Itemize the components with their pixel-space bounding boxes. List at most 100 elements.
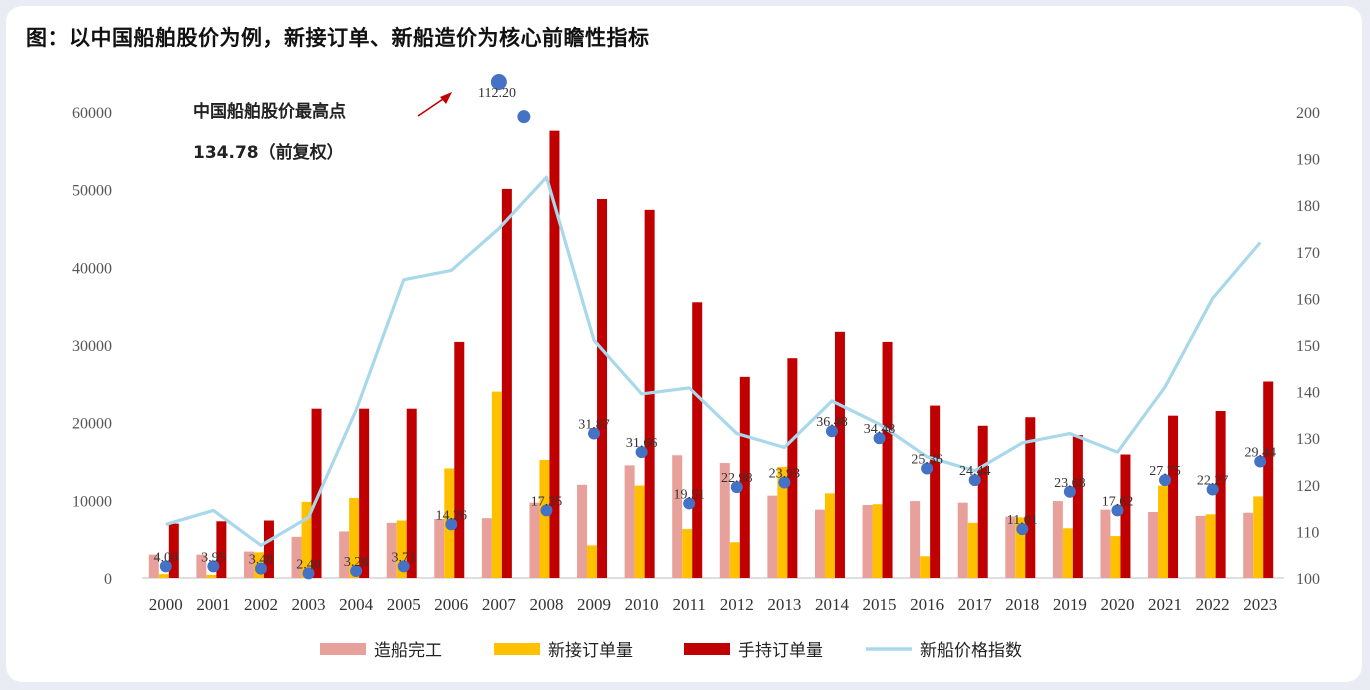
- right-tick-label: 200: [1296, 105, 1320, 122]
- x-tick-label: 2021: [1148, 595, 1182, 614]
- price-dot-label: 3.48: [249, 553, 274, 568]
- bar-new-orders: [301, 501, 312, 578]
- peak-annotation: 中国船舶股价最高点 134.78（前复权） 112.20: [193, 86, 516, 163]
- bar-orderbook: [977, 425, 988, 578]
- bar-new-orders: [206, 574, 217, 578]
- x-tick-label: 2006: [434, 595, 468, 614]
- price-dot: [1206, 483, 1219, 496]
- bar-completed: [434, 518, 445, 578]
- x-tick-label: 2018: [1005, 595, 1039, 614]
- price-dot: [159, 560, 172, 573]
- bar-completed: [1195, 515, 1206, 578]
- bar-new-orders: [1205, 514, 1216, 578]
- chart-title: 图：以中国船舶股价为例，新接订单、新船造价为核心前瞻性指标: [26, 26, 650, 50]
- price-dot-label: 3.71: [391, 550, 416, 565]
- bar-new-orders: [967, 522, 978, 578]
- bar-orderbook: [692, 302, 703, 578]
- bar-new-orders: [539, 459, 550, 578]
- bar-new-orders: [349, 498, 360, 578]
- bar-orderbook: [168, 523, 179, 578]
- bar-orderbook: [597, 198, 608, 578]
- price-dot: [1159, 474, 1172, 487]
- x-tick-label: 2001: [196, 595, 230, 614]
- bar-new-orders: [824, 493, 835, 578]
- price-dot-label: 23.68: [1054, 476, 1086, 491]
- bar-orderbook: [216, 521, 227, 578]
- bar-orderbook: [501, 188, 512, 578]
- bar-completed: [577, 484, 588, 578]
- x-tick-label: 2011: [673, 595, 706, 614]
- right-tick-label: 160: [1296, 291, 1320, 308]
- x-tick-label: 2004: [339, 595, 374, 614]
- x-tick-label: 2002: [244, 595, 278, 614]
- bar-completed: [1005, 516, 1016, 578]
- right-tick-label: 130: [1296, 431, 1320, 448]
- left-tick-label: 60000: [72, 105, 112, 122]
- bar-orderbook: [311, 408, 322, 578]
- bar-completed: [386, 522, 397, 578]
- left-tick-label: 20000: [72, 416, 112, 433]
- price-dot-label: 4.00: [154, 550, 179, 565]
- price-dot-label: 17.62: [1102, 494, 1134, 509]
- x-tick-label: 2010: [625, 595, 659, 614]
- price-dot: [778, 476, 791, 489]
- bar-new-orders: [777, 466, 788, 578]
- price-dot-label: 34.48: [864, 422, 896, 437]
- bar-completed: [862, 504, 873, 578]
- bar-completed: [719, 463, 730, 578]
- right-tick-label: 110: [1296, 524, 1319, 541]
- price-dot: [1063, 485, 1076, 498]
- bar-series: [148, 130, 1274, 579]
- price-dot: [588, 427, 601, 440]
- price-dot: [873, 432, 886, 445]
- legend-label: 新接订单量: [548, 641, 633, 661]
- bar-completed: [1148, 511, 1159, 578]
- left-axis: 0 10000 20000 30000 40000 50000 60000: [72, 105, 112, 588]
- price-dot-label: 3.28: [344, 555, 369, 570]
- price-dot-label: 14.26: [436, 508, 468, 523]
- price-dot: [540, 504, 553, 517]
- price-dot-label: 22.27: [1197, 473, 1229, 488]
- x-tick-label: 2005: [387, 595, 421, 614]
- bar-new-orders: [587, 545, 598, 578]
- price-dot-label: 27.75: [1149, 464, 1181, 479]
- legend-swatch: [494, 643, 540, 655]
- x-tick-label: 2015: [863, 595, 897, 614]
- line-series: [165, 175, 1262, 547]
- bar-orderbook: [549, 130, 560, 578]
- bar-completed: [814, 509, 825, 578]
- bar-completed: [957, 502, 968, 578]
- price-dot: [207, 560, 220, 573]
- price-dot: [683, 497, 696, 510]
- price-dot-label: 2.40: [296, 557, 321, 572]
- legend-swatch: [684, 643, 730, 655]
- left-tick-label: 10000: [72, 493, 112, 510]
- right-tick-label: 120: [1296, 478, 1320, 495]
- right-tick-label: 140: [1296, 385, 1320, 402]
- bar-orderbook: [834, 331, 845, 578]
- bar-orderbook: [930, 405, 941, 578]
- price-dot-label: 22.98: [721, 471, 753, 486]
- price-dot-label: 31.66: [626, 436, 658, 451]
- bar-new-orders: [396, 520, 407, 578]
- price-dot: [302, 567, 315, 580]
- price-dot: [1016, 523, 1029, 536]
- legend-swatch: [320, 643, 366, 655]
- x-tick-label: 2000: [149, 595, 183, 614]
- x-tick-label: 2020: [1100, 595, 1134, 614]
- price-dot-label: 19.51: [673, 487, 705, 502]
- bar-completed: [481, 518, 492, 578]
- peak-price-label: 112.20: [478, 86, 516, 101]
- price-dot-label: 23.93: [769, 466, 801, 481]
- price-dot: [921, 462, 934, 475]
- bar-new-orders: [158, 574, 169, 578]
- price-dot: [254, 562, 267, 575]
- bar-orderbook: [1168, 415, 1179, 578]
- price-dot-label: 17.35: [531, 494, 563, 509]
- x-tick-label: 2009: [577, 595, 611, 614]
- bar-completed: [196, 554, 207, 578]
- bar-new-orders: [634, 485, 645, 578]
- left-tick-label: 40000: [72, 260, 112, 277]
- price-dot: [825, 425, 838, 438]
- left-tick-label: 0: [104, 571, 112, 588]
